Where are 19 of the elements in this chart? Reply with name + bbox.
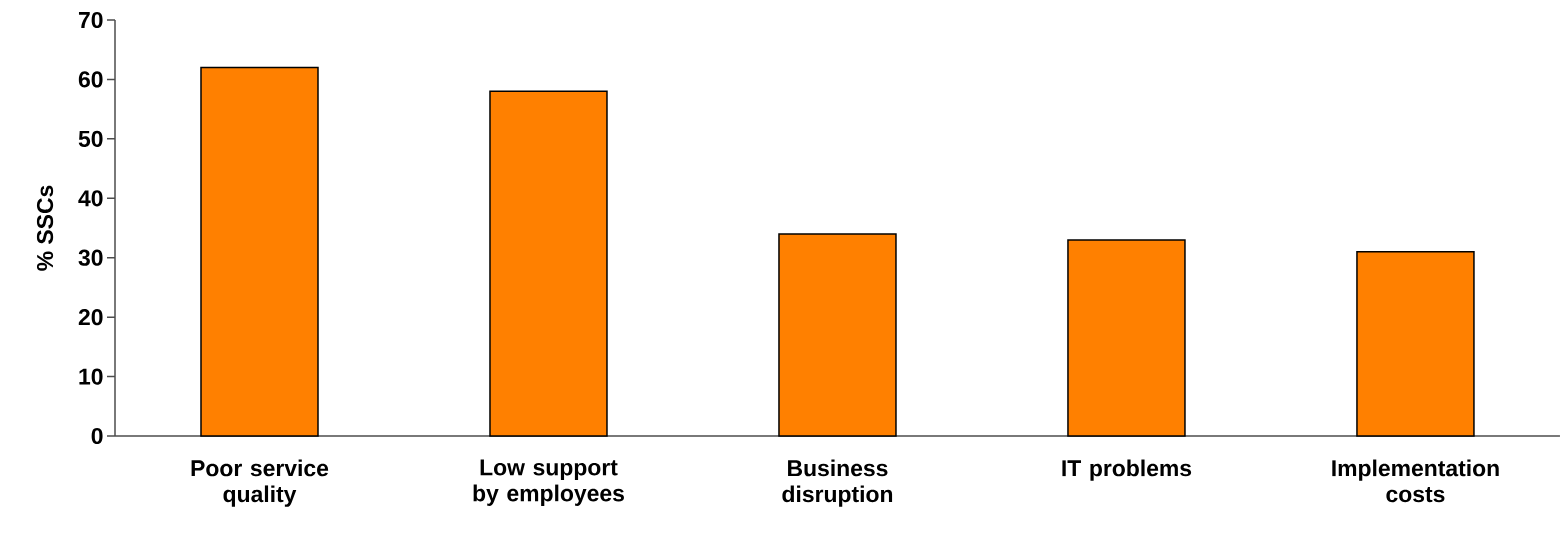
y-tick-label: 20 — [78, 309, 103, 326]
x-tick-label: Business disruption — [782, 459, 893, 507]
x-tick-label: Poor service quality — [191, 459, 329, 507]
bar — [778, 233, 897, 437]
x-tick-label: IT problems — [1062, 459, 1192, 481]
y-tick-label: 30 — [78, 249, 103, 266]
y-tick-label: 70 — [78, 11, 103, 29]
y-tick-label: 50 — [78, 130, 103, 147]
bar — [200, 66, 319, 437]
x-tick-label: Low support by employees — [473, 459, 624, 506]
x-tick-label: Implementation costs — [1332, 459, 1499, 503]
bar — [489, 90, 608, 437]
y-tick-label: 60 — [78, 71, 103, 88]
y-tick-label: 0 — [91, 427, 103, 445]
y-tick-label: 40 — [78, 190, 103, 207]
bar — [1356, 251, 1475, 437]
bar — [1067, 239, 1186, 437]
y-tick-label: 10 — [79, 368, 103, 385]
y-axis-title: % SSCs — [36, 185, 54, 271]
